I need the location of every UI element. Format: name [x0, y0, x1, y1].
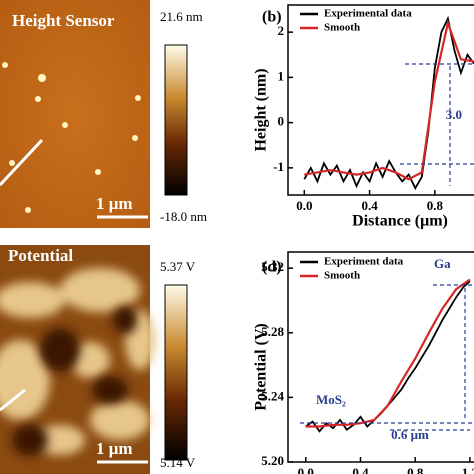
- y-tick-label: -1: [273, 159, 284, 174]
- line: [304, 19, 474, 181]
- image-title: Potential: [8, 246, 73, 265]
- x-axis-label: Distance (μm): [352, 213, 448, 230]
- potential-image: [0, 245, 155, 474]
- plot-frame: [287, 4, 474, 196]
- legend-label: Smooth: [324, 270, 360, 282]
- annotation: Ga: [434, 256, 451, 271]
- annotation: MoS₂: [316, 392, 346, 407]
- colorbar-label: -18.0 nm: [160, 209, 207, 224]
- height-image: [0, 0, 150, 228]
- x-tick-label: 0.0: [298, 465, 314, 474]
- plot-frame: [287, 251, 474, 463]
- y-tick-label: 2: [278, 23, 285, 38]
- y-axis-label: Height (nm): [253, 68, 270, 151]
- panel-label: (b): [262, 9, 282, 26]
- colorbar-label: 5.37 V: [160, 259, 196, 274]
- x-tick-label: 0.8: [407, 465, 424, 474]
- y-tick-label: 0: [278, 114, 285, 129]
- x-tick-label: 0.0: [296, 198, 312, 213]
- scale-bar-label: 1 μm: [96, 439, 133, 458]
- colorbar-label: 5.14 V: [160, 455, 196, 470]
- colorbar: [164, 44, 188, 196]
- y-tick-label: 5.20: [261, 453, 284, 468]
- panel-label: (d): [262, 259, 282, 276]
- y-tick-label: 1: [278, 68, 285, 83]
- colorbar: [164, 284, 188, 461]
- x-tick-label: 1.2: [462, 465, 474, 474]
- annotation: 3.0: [446, 107, 462, 122]
- image-title: Height Sensor: [12, 11, 115, 30]
- legend-label: Experimental data: [324, 8, 412, 20]
- colorbar-label: 21.6 nm: [160, 9, 203, 24]
- x-tick-label: 0.4: [361, 198, 378, 213]
- annotation: 0.6 μm: [391, 427, 429, 442]
- scale-bar-label: 1 μm: [96, 194, 133, 213]
- line: [305, 278, 471, 428]
- y-tick-label: 5.24: [261, 388, 284, 403]
- x-tick-label: 0.8: [427, 198, 444, 213]
- x-tick-label: 0.4: [352, 465, 369, 474]
- y-axis-label: Potential (V): [253, 323, 270, 411]
- y-tick-label: 5.32: [261, 259, 284, 274]
- y-tick-label: 5.28: [261, 324, 284, 339]
- legend-label: Smooth: [324, 22, 360, 34]
- line: [303, 15, 474, 191]
- legend-label: Experiment data: [324, 256, 404, 268]
